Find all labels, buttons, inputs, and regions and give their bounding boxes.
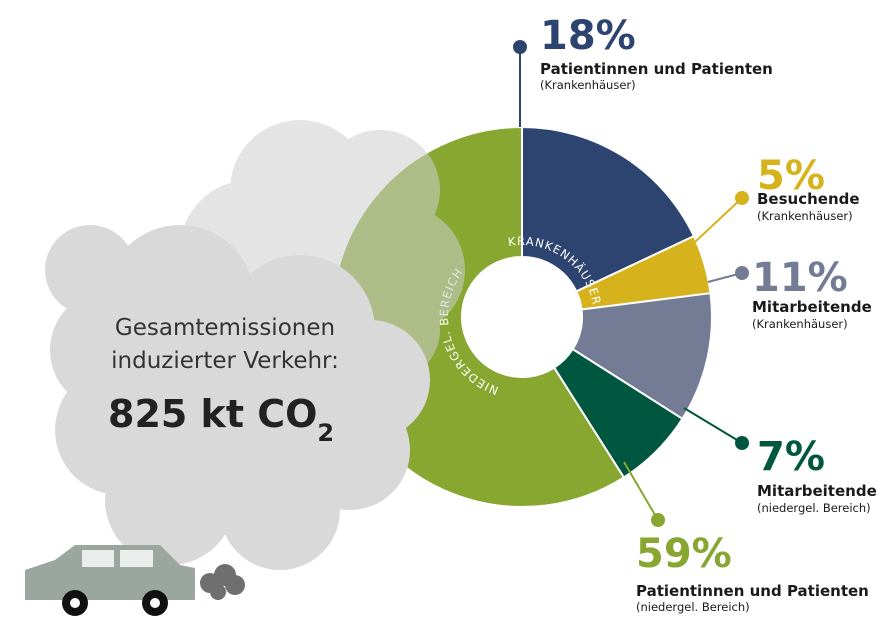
- leader-dot: [735, 191, 749, 205]
- slice-label: Mitarbeitende: [752, 298, 872, 316]
- slice-sublabel: (Krankenhäuser): [757, 209, 853, 223]
- leader-line: [624, 462, 658, 520]
- slice-sublabel: (niedergel. Bereich): [636, 600, 750, 614]
- leader-dot: [735, 436, 749, 450]
- infographic: KRANKENHÄUSERNIEDERGEL. BEREICH Gesamtem…: [0, 0, 894, 621]
- value-label: 18%: [540, 13, 636, 59]
- cloud-text: induzierter Verkehr:: [111, 348, 339, 374]
- clouds: Gesamtemissionen induzierter Verkehr: 82…: [25, 120, 465, 616]
- value-label: 11%: [752, 255, 848, 301]
- slice-sublabel: (niedergel. Bereich): [757, 501, 871, 515]
- leader-dot: [651, 513, 665, 527]
- leader-line: [684, 408, 742, 443]
- leader-dot: [735, 266, 749, 280]
- value-label: 7%: [757, 434, 825, 480]
- cloud-text: Gesamtemissionen: [115, 315, 335, 341]
- value-label: 59%: [636, 531, 732, 577]
- slice-label: Mitarbeitende: [757, 482, 877, 500]
- slice-sublabel: (Krankenhäuser): [752, 317, 848, 331]
- subscript: 2: [317, 419, 334, 447]
- slice-sublabel: (Krankenhäuser): [540, 78, 636, 92]
- total: 825 kt CO: [108, 392, 317, 436]
- car: [25, 545, 195, 616]
- slice-label: Patientinnen und Patienten: [636, 582, 869, 600]
- leader-dot: [513, 40, 527, 54]
- slice-label: Patientinnen und Patienten: [540, 60, 773, 78]
- slice-label: Besuchende: [757, 190, 860, 208]
